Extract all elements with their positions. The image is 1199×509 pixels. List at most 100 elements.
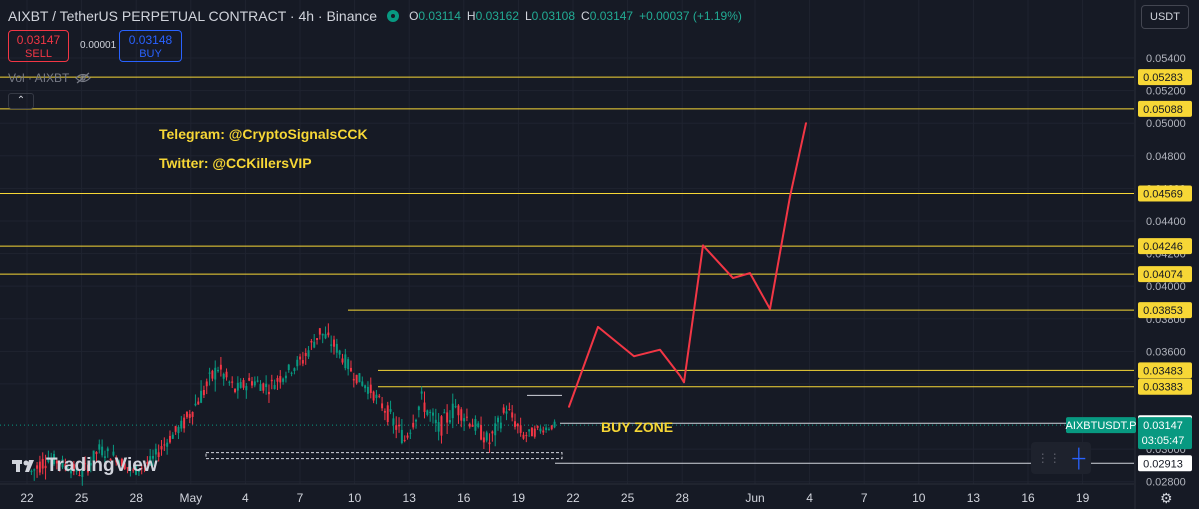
candle-body xyxy=(547,429,550,431)
sell-button[interactable]: 0.03147 SELL xyxy=(8,30,69,62)
candle-body xyxy=(248,377,251,381)
candle-body xyxy=(491,431,494,434)
candle-body xyxy=(137,470,140,472)
candle-body xyxy=(225,371,228,378)
candle-body xyxy=(460,409,463,421)
price-tick-label: 0.05400 xyxy=(1146,53,1186,65)
time-tick-label: 19 xyxy=(512,491,526,505)
candle-body xyxy=(118,461,121,465)
candle-body xyxy=(463,418,466,422)
candle-body xyxy=(313,341,316,348)
candle-body xyxy=(222,373,225,379)
time-tick-label: 13 xyxy=(967,491,981,505)
time-tick-label: 7 xyxy=(861,491,868,505)
candle-body xyxy=(429,411,432,413)
candle-body xyxy=(389,409,392,412)
candle-body xyxy=(403,439,406,441)
candle-body xyxy=(239,382,242,388)
price-tick-label: 0.03600 xyxy=(1146,346,1186,358)
candle-body xyxy=(533,428,536,437)
eye-hidden-icon[interactable] xyxy=(75,72,92,84)
candle-body xyxy=(38,461,41,473)
candle-body xyxy=(140,467,143,469)
candle-body xyxy=(163,444,166,446)
candle-body xyxy=(256,380,259,382)
candle-body xyxy=(171,434,174,439)
candle-body xyxy=(98,444,101,450)
candle-body xyxy=(344,354,347,369)
time-tick-label: 22 xyxy=(566,491,580,505)
level-price-tag xyxy=(1138,69,1192,86)
drag-handle-icon[interactable]: ⋮⋮ xyxy=(1036,451,1061,465)
candle-body xyxy=(242,380,245,388)
level-price-label: 0.04074 xyxy=(1143,269,1183,281)
currency-label: USDT xyxy=(1150,11,1180,23)
candle-body xyxy=(324,334,327,339)
time-tick-label: 22 xyxy=(20,491,34,505)
market-status-icon xyxy=(387,10,400,22)
candle-body xyxy=(316,338,319,340)
candle-body xyxy=(61,459,64,468)
gear-icon[interactable]: ⚙ xyxy=(1160,490,1173,506)
candle-body xyxy=(366,386,369,394)
candle-body xyxy=(205,381,208,387)
candle-body xyxy=(44,465,47,469)
volume-indicator[interactable]: Vol · AIXBT xyxy=(8,71,92,85)
price-tick-label: 0.05000 xyxy=(1146,118,1186,130)
candle-body xyxy=(106,448,109,452)
candle-body xyxy=(398,424,401,427)
candle-body xyxy=(457,405,460,416)
buy-price: 0.03148 xyxy=(128,33,173,47)
buy-button[interactable]: 0.03148 BUY xyxy=(119,30,182,62)
crosshair-icon[interactable]: ┼ xyxy=(1072,447,1086,468)
buy-zone-label: BUY ZONE xyxy=(601,419,674,435)
candle-body xyxy=(327,332,330,336)
time-tick-label: 28 xyxy=(676,491,690,505)
level-price-tag xyxy=(1138,378,1192,395)
level-price-label: 0.05088 xyxy=(1143,104,1183,116)
candle-body xyxy=(75,466,78,472)
candle-body xyxy=(539,428,542,432)
candle-body xyxy=(143,465,146,467)
time-tick-label: 19 xyxy=(1076,491,1090,505)
candle-body xyxy=(293,368,296,372)
candle-body xyxy=(273,384,276,390)
level-price-label: 0.02913 xyxy=(1143,458,1183,470)
candle-body xyxy=(321,333,324,336)
level-price-label: 0.05283 xyxy=(1143,72,1183,84)
candle-body xyxy=(101,446,104,456)
candle-body xyxy=(381,403,384,409)
drawing-toolbox[interactable]: ⋮⋮ ┼ xyxy=(1031,442,1091,474)
symbol-title[interactable]: AIXBT / TetherUS PERPETUAL CONTRACT · 4h… xyxy=(8,8,378,24)
candle-body xyxy=(494,423,497,436)
candle-body xyxy=(129,466,132,471)
level-price-tag xyxy=(1138,266,1192,283)
forecast-path xyxy=(568,122,807,408)
candle-body xyxy=(262,383,265,391)
collapse-indicators-button[interactable]: ⌃ xyxy=(8,93,34,109)
candle-body xyxy=(180,420,183,429)
candle-body xyxy=(437,422,440,432)
candle-body xyxy=(468,423,471,427)
price-tick-label: 0.04000 xyxy=(1146,281,1186,293)
candle-body xyxy=(253,381,256,386)
candle-body xyxy=(174,426,177,432)
time-tick-label: 16 xyxy=(457,491,471,505)
candle-body xyxy=(50,457,53,460)
watermark-text: TradingView xyxy=(46,455,158,476)
candle-body xyxy=(70,469,72,474)
candle-body xyxy=(335,343,338,353)
candle-body xyxy=(115,457,118,463)
candle-body xyxy=(383,410,386,413)
candle-body xyxy=(434,419,437,424)
candle-body xyxy=(202,389,205,396)
tradingview-watermark: TradingView xyxy=(12,455,158,477)
currency-selector[interactable]: USDT xyxy=(1141,5,1189,29)
candle-body xyxy=(528,429,531,432)
candle-body xyxy=(341,358,344,363)
time-tick-label: 13 xyxy=(403,491,417,505)
candle-body xyxy=(497,417,500,423)
candle-body xyxy=(234,388,237,393)
candle-body xyxy=(146,462,149,464)
